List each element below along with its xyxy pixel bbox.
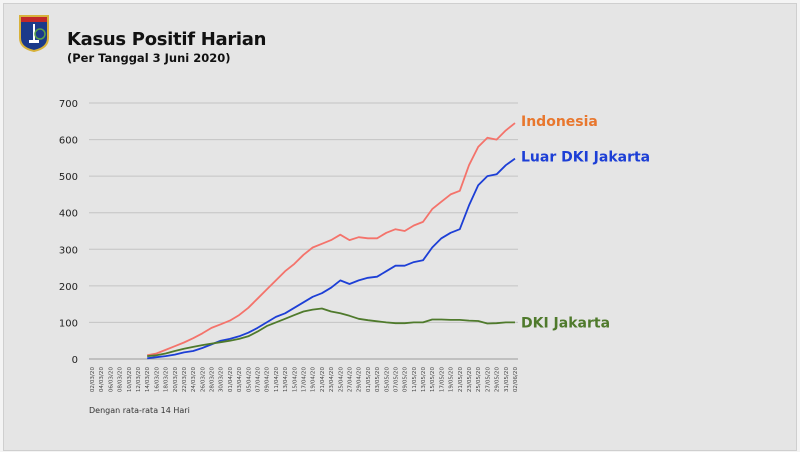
x-tick-label: 11/05/20 xyxy=(412,367,418,393)
x-tick-label: 21/05/20 xyxy=(458,367,464,393)
x-tick-label: 31/05/20 xyxy=(504,367,510,393)
x-tick-label: 26/03/20 xyxy=(200,367,206,393)
x-tick-label: 19/04/20 xyxy=(311,367,317,393)
x-tick-label: 22/03/20 xyxy=(182,367,188,393)
x-tick-label: 13/05/20 xyxy=(421,367,427,393)
x-tick-label: 01/05/20 xyxy=(366,367,372,393)
x-tick-label: 28/03/20 xyxy=(210,367,216,393)
x-tick-label: 08/03/20 xyxy=(118,367,124,393)
jakarta-emblem-logo xyxy=(19,15,49,52)
y-tick-label: 600 xyxy=(59,136,78,147)
x-tick-label: 19/05/20 xyxy=(449,367,455,393)
series-label: Indonesia xyxy=(521,114,598,130)
y-tick-label: 700 xyxy=(59,99,78,110)
x-tick-label: 07/05/20 xyxy=(393,367,399,393)
page-subtitle: (Per Tanggal 3 Juni 2020) xyxy=(67,51,231,65)
y-tick-label: 0 xyxy=(72,355,78,366)
x-tick-label: 27/04/20 xyxy=(347,367,353,393)
x-tick-label: 04/03/20 xyxy=(99,367,105,393)
y-tick-label: 500 xyxy=(59,172,78,183)
x-tick-label: 24/03/20 xyxy=(191,367,197,393)
x-tick-label: 23/04/20 xyxy=(329,367,335,393)
x-tick-label: 20/03/20 xyxy=(173,367,179,393)
page-title: Kasus Positif Harian xyxy=(67,29,267,50)
x-tick-label: 09/04/20 xyxy=(265,367,271,393)
x-tick-label: 03/04/20 xyxy=(237,367,243,393)
x-tick-label: 02/06/20 xyxy=(513,367,519,393)
y-tick-label: 400 xyxy=(59,209,78,220)
series-label: Luar DKI Jakarta xyxy=(521,150,650,166)
x-tick-label: 06/03/20 xyxy=(108,367,114,393)
x-tick-label: 23/05/20 xyxy=(467,367,473,393)
y-tick-label: 200 xyxy=(59,282,78,293)
x-tick-label: 18/03/20 xyxy=(164,367,170,393)
x-tick-label: 17/04/20 xyxy=(302,367,308,393)
footnote: Dengan rata-rata 14 Hari xyxy=(89,406,190,415)
x-tick-label: 10/03/20 xyxy=(127,367,133,393)
series-line-dki-jakarta xyxy=(147,307,515,357)
slide xyxy=(3,3,797,451)
series-line-luar-dki-jakarta xyxy=(147,157,516,360)
x-tick-label: 07/04/20 xyxy=(256,367,262,393)
x-tick-label: 02/03/20 xyxy=(90,367,96,393)
x-tick-label: 11/04/20 xyxy=(274,367,280,393)
series-label: DKI Jakarta xyxy=(521,315,610,331)
x-tick-label: 12/03/20 xyxy=(136,367,142,393)
x-tick-label: 29/04/20 xyxy=(357,367,363,393)
x-tick-label: 05/05/20 xyxy=(384,367,390,393)
x-tick-label: 29/05/20 xyxy=(495,367,501,393)
y-tick-label: 100 xyxy=(59,318,78,329)
x-tick-label: 03/05/20 xyxy=(375,367,381,393)
x-tick-label: 09/05/20 xyxy=(403,367,409,393)
x-tick-label: 05/04/20 xyxy=(246,367,252,393)
x-tick-label: 16/03/20 xyxy=(154,367,160,393)
x-tick-label: 25/05/20 xyxy=(476,367,482,393)
x-tick-label: 25/04/20 xyxy=(338,367,344,393)
x-tick-label: 17/05/20 xyxy=(439,367,445,393)
series-line-indonesia xyxy=(147,122,516,357)
x-tick-label: 15/05/20 xyxy=(430,367,436,393)
x-tick-label: 21/04/20 xyxy=(320,367,326,393)
y-tick-label: 300 xyxy=(59,245,78,256)
x-tick-label: 14/03/20 xyxy=(145,367,151,393)
x-tick-label: 15/04/20 xyxy=(292,367,298,393)
x-tick-label: 27/05/20 xyxy=(485,367,491,393)
x-tick-label: 13/04/20 xyxy=(283,367,289,393)
x-tick-label: 30/03/20 xyxy=(219,367,225,393)
x-tick-label: 01/04/20 xyxy=(228,367,234,393)
